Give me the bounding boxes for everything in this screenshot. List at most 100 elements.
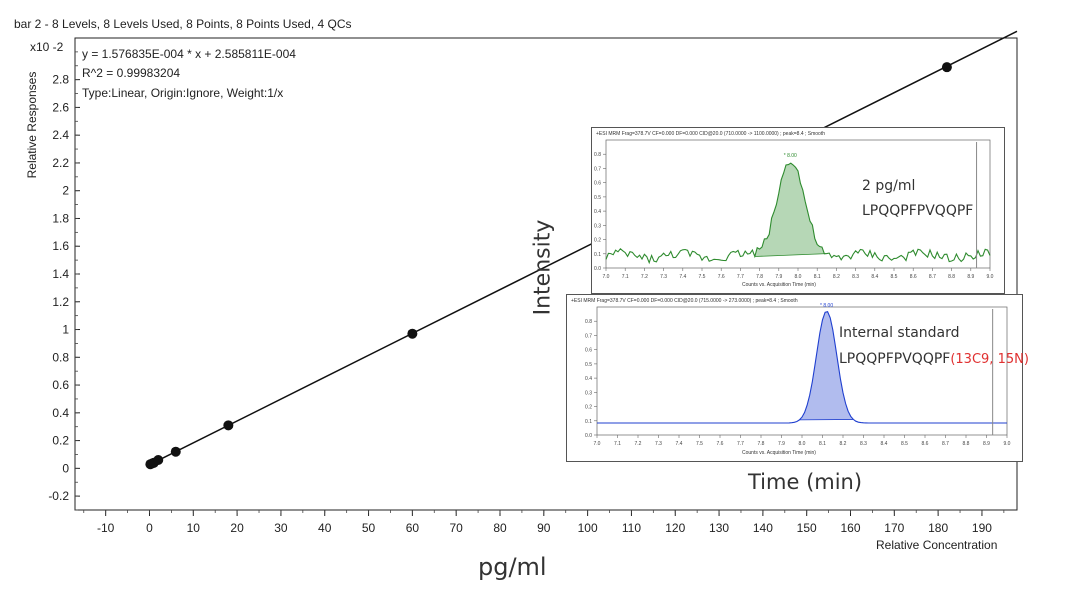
inset-bottom-peptide-line: LPQQPFPVQQPF(13C9, 15N) (839, 351, 1029, 367)
inset-x-tick-label: 7.4 (676, 441, 683, 447)
inset-y-tick-label: 0.6 (585, 348, 592, 354)
inset-x-tick-label: 8.9 (967, 274, 974, 280)
y-tick-label: 0.8 (52, 350, 69, 364)
x-tick-label: 30 (274, 521, 288, 535)
y-tick-label: 1.6 (52, 239, 69, 253)
inset-y-tick-label: 0.1 (585, 419, 592, 425)
x-tick-label: 0 (146, 521, 153, 535)
inset-x-tick-label: 9.0 (987, 274, 994, 280)
inset-y-tick-label: 0.6 (594, 181, 601, 187)
inset-x-tick-label: 7.9 (775, 274, 782, 280)
inset-x-tick-label: 7.5 (696, 441, 703, 447)
x-tick-label: 150 (797, 521, 817, 535)
inset-y-tick-label: 0.7 (594, 166, 601, 172)
inset-x-tick-label: 7.4 (679, 274, 686, 280)
x-axis-title: Relative Concentration (876, 538, 998, 552)
inset-top-xlabel: Counts vs. Acquisition Time (min) (742, 282, 816, 288)
inset-x-title: Time (min) (748, 470, 863, 494)
inset-bottom-peptide: LPQQPFPVQQPF (839, 351, 951, 367)
inset-x-tick-label: 8.0 (799, 441, 806, 447)
inset-x-tick-label: 8.3 (852, 274, 859, 280)
x-tick-label: 70 (450, 521, 464, 535)
fit-r2: R^2 = 0.99983204 (82, 66, 181, 80)
inset-x-tick-label: 8.2 (833, 274, 840, 280)
inset-x-tick-label: 8.8 (963, 441, 970, 447)
inset-x-tick-label: 7.3 (655, 441, 662, 447)
inset-top-chromatogram: +ESI MRM Frag=378.7V CF=0.000 DF=0.000 C… (591, 127, 1005, 294)
inset-y-tick-label: 0.0 (594, 266, 601, 272)
inset-y-tick-label: 0.8 (585, 319, 592, 325)
inset-y-tick-label: 0.2 (585, 405, 592, 411)
data-point (407, 328, 418, 339)
y-tick-label: 0.2 (52, 434, 69, 448)
inset-y-tick-label: 0.4 (594, 209, 601, 215)
x-tick-label: 90 (537, 521, 551, 535)
data-point (223, 420, 234, 431)
y-axis-title: Relative Responses (25, 71, 39, 179)
inset-x-tick-label: 8.4 (871, 274, 878, 280)
inset-y-tick-label: 0.8 (594, 152, 601, 158)
inset-y-tick-label: 0.0 (585, 433, 592, 439)
y-tick-label: 2 (62, 184, 69, 198)
x-tick-label: 190 (972, 521, 992, 535)
x-tick-label: 40 (318, 521, 332, 535)
inset-y-tick-label: 0.5 (585, 362, 592, 368)
inset-x-tick-label: 7.9 (778, 441, 785, 447)
data-point (170, 446, 181, 457)
inset-y-tick-label: 0.5 (594, 195, 601, 201)
inset-bottom-header: +ESI MRM Frag=378.7V CF=0.000 DF=0.000 C… (571, 298, 798, 304)
x-tick-label: 110 (622, 521, 641, 535)
x-tick-label: 20 (230, 521, 244, 535)
inset-x-tick-label: 7.8 (756, 274, 763, 280)
inset-bottom-annotation: Internal standard (839, 325, 960, 341)
inset-x-tick-label: 7.6 (718, 274, 725, 280)
inset-top-header: +ESI MRM Frag=378.7V CF=0.000 DF=0.000 C… (596, 131, 826, 137)
inset-y-title: Intensity (530, 219, 556, 316)
fit-line (146, 30, 1018, 467)
x-tick-label: 180 (928, 521, 948, 535)
inset-x-tick-label: 7.2 (635, 441, 642, 447)
y-tick-label: 0.4 (52, 406, 69, 420)
y-tick-label: 1 (62, 323, 69, 337)
peak-label: * 8.00 (820, 303, 833, 309)
inset-x-tick-label: 8.4 (881, 441, 888, 447)
y-tick-label: 1.4 (52, 267, 69, 281)
inset-top-peptide: LPQQPFPVQQPF (862, 203, 974, 219)
inset-bottom-xlabel: Counts vs. Acquisition Time (min) (742, 450, 816, 456)
inset-x-tick-label: 8.3 (860, 441, 867, 447)
inset-x-tick-label: 7.0 (603, 274, 610, 280)
y-tick-label: 0.6 (52, 378, 69, 392)
x-tick-label: 120 (665, 521, 685, 535)
inset-y-tick-label: 0.2 (594, 238, 601, 244)
y-tick-label: -0.2 (48, 489, 69, 503)
inset-x-tick-label: 8.1 (814, 274, 821, 280)
inset-y-tick-label: 0.1 (594, 252, 601, 258)
inset-x-tick-label: 7.2 (641, 274, 648, 280)
x-tick-label: 160 (840, 521, 860, 535)
x-tick-label: 130 (709, 521, 729, 535)
x-tick-label: 60 (406, 521, 420, 535)
inset-x-tick-label: 8.7 (929, 274, 936, 280)
chromatogram-trace (605, 162, 991, 265)
inset-x-tick-label: 7.5 (699, 274, 706, 280)
y-tick-label: 2.6 (52, 100, 69, 114)
inset-x-tick-label: 8.5 (891, 274, 898, 280)
peak-baseline (754, 253, 827, 257)
data-point (941, 62, 952, 73)
inset-x-tick-label: 8.6 (910, 274, 917, 280)
fit-type: Type:Linear, Origin:Ignore, Weight:1/x (82, 86, 284, 100)
isotope-label: (13C9, 15N) (950, 352, 1029, 367)
x-tick-label: 170 (884, 521, 904, 535)
y-tick-label: 0 (62, 461, 69, 475)
inset-x-tick-label: 9.0 (1004, 441, 1011, 447)
inset-x-tick-label: 8.5 (901, 441, 908, 447)
x-tick-label: 100 (578, 521, 598, 535)
y-tick-label: 1.8 (52, 211, 69, 225)
peak-area (799, 311, 854, 420)
x-tick-label: 50 (362, 521, 376, 535)
inset-y-tick-label: 0.7 (585, 333, 592, 339)
inset-x-tick-label: 7.1 (614, 441, 621, 447)
inset-x-tick-label: 7.7 (737, 274, 744, 280)
